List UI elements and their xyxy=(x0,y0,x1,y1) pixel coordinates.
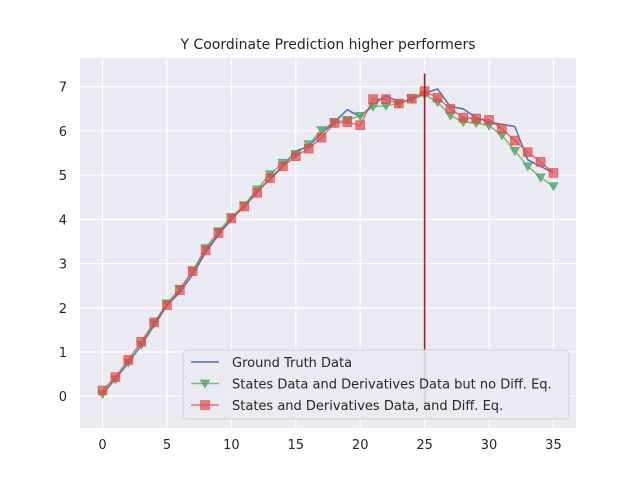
y-tick-label: 4 xyxy=(59,213,67,228)
data-point xyxy=(548,168,559,178)
data-point xyxy=(97,385,108,396)
data-point xyxy=(535,173,546,183)
legend: Ground Truth Data States Data and Derivat… xyxy=(182,349,570,420)
y-tick-label: 5 xyxy=(59,169,67,184)
data-point xyxy=(458,112,469,123)
legend-entry-label: Ground Truth Data xyxy=(232,356,352,371)
x-tick-label: 10 xyxy=(223,438,240,453)
data-point xyxy=(406,93,417,104)
y-tick-label: 3 xyxy=(59,258,67,273)
data-point xyxy=(123,355,134,365)
data-point xyxy=(278,161,288,172)
data-point xyxy=(329,118,340,128)
data-point xyxy=(200,245,211,256)
y-axis: 0 1 2 3 4 5 6 7 xyxy=(59,81,67,405)
data-point xyxy=(484,115,494,125)
data-point xyxy=(548,182,559,192)
data-point xyxy=(226,213,237,224)
y-tick-label: 0 xyxy=(59,390,67,405)
series-group xyxy=(97,86,559,396)
legend-swatch-marker xyxy=(200,400,210,410)
data-point xyxy=(162,300,172,310)
data-point xyxy=(509,146,521,156)
data-point xyxy=(497,123,507,134)
data-point xyxy=(354,112,366,122)
data-point xyxy=(535,157,546,167)
data-point xyxy=(110,372,121,382)
data-point xyxy=(213,228,224,238)
data-point xyxy=(290,151,301,161)
chart-title: Y Coordinate Prediction higher performer… xyxy=(179,37,475,53)
data-point xyxy=(522,147,533,157)
data-point xyxy=(368,94,378,104)
x-tick-label: 20 xyxy=(352,438,369,453)
series-layer xyxy=(97,86,559,400)
x-tick-label: 30 xyxy=(481,438,498,453)
data-point xyxy=(303,143,314,154)
data-point xyxy=(342,117,353,127)
legend-entry-label: States Data and Derivatives Data but no … xyxy=(232,378,552,393)
data-point xyxy=(471,113,481,124)
data-point xyxy=(394,98,404,109)
data-point xyxy=(149,317,159,328)
x-axis: 0 5 10 15 20 25 30 35 xyxy=(98,438,561,453)
y-tick-label: 2 xyxy=(59,302,67,317)
data-point xyxy=(187,266,198,276)
data-point xyxy=(265,173,275,184)
data-point xyxy=(252,188,262,198)
y-tick-label: 6 xyxy=(59,125,67,140)
data-point xyxy=(239,201,250,212)
legend-entry-label: States and Derivatives Data, and Diff. E… xyxy=(232,399,503,414)
data-point xyxy=(445,104,456,114)
data-point xyxy=(136,336,146,347)
legend-box xyxy=(182,349,570,420)
data-point xyxy=(510,135,520,146)
data-point xyxy=(381,94,391,104)
x-tick-label: 0 xyxy=(98,438,106,453)
y-tick-label: 1 xyxy=(59,346,67,361)
x-tick-label: 25 xyxy=(416,438,433,453)
x-tick-label: 35 xyxy=(545,438,562,453)
data-point xyxy=(316,126,327,136)
data-point xyxy=(316,132,327,143)
x-tick-label: 15 xyxy=(288,438,305,453)
legend-swatch-marker xyxy=(199,379,211,389)
data-point xyxy=(355,120,366,130)
data-point xyxy=(432,92,443,103)
data-point xyxy=(522,162,533,172)
y-tick-label: 7 xyxy=(59,81,67,96)
x-tick-label: 5 xyxy=(163,438,171,453)
data-point xyxy=(175,285,185,295)
